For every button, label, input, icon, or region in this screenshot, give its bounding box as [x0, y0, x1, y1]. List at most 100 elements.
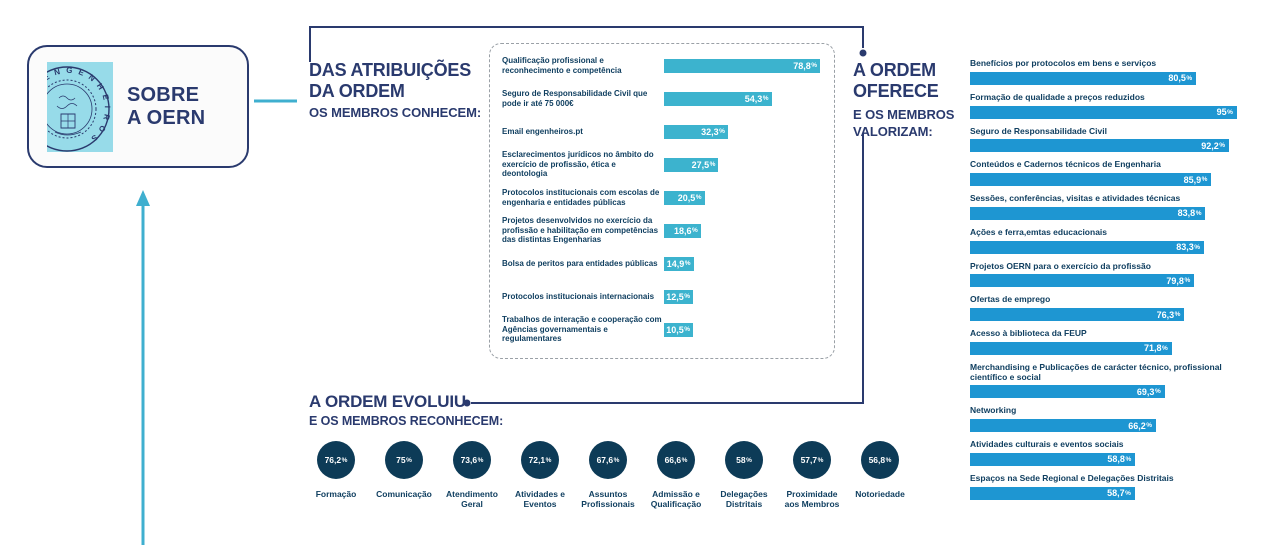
- atribuicoes-row: Protocolos institucionais internacionais…: [502, 280, 822, 313]
- evoluiu-kpi-circle: 67,6%: [589, 441, 627, 479]
- oferece-subheading-line1: E OS MEMBROS: [853, 107, 955, 123]
- bar-value-number: 72,1: [528, 455, 546, 465]
- evoluiu-kpi-item: 73,6% Atendimento Geral: [438, 441, 506, 510]
- atribuicoes-chart-rows: Qualificação profissional e reconhecimen…: [502, 49, 822, 346]
- bar-value-number: 83,3: [1176, 242, 1194, 253]
- atribuicoes-row: Seguro de Responsabilidade Civil que pod…: [502, 82, 822, 115]
- atribuicoes-row-bar: 54,3%: [664, 91, 772, 106]
- bracket-top-dot: [859, 49, 867, 57]
- bar-value-number: 76,2: [324, 455, 342, 465]
- bar-value-number: 14,9: [666, 258, 685, 269]
- evoluiu-kpi-label: Comunicação: [376, 489, 432, 499]
- evoluiu-kpi-circle: 72,1%: [521, 441, 559, 479]
- evoluiu-kpi-circle: 73,6%: [453, 441, 491, 479]
- oferece-row-bar: 76,3%: [970, 308, 1185, 322]
- sobre-a-oern-card: ENGENHEIROS SOBRE A OERN: [27, 45, 249, 168]
- atribuicoes-row: Email engenheiros.pt 32,3%: [502, 115, 822, 148]
- evoluiu-kpi-label: Atividades e Eventos: [514, 489, 566, 509]
- evoluiu-oferece-connector: [471, 133, 864, 404]
- oferece-row: Formação de qualidade a preços reduzidos…: [970, 92, 1253, 119]
- percent-sign: %: [684, 293, 690, 300]
- evoluiu-kpi-item: 66,6% Admissão e Qualificação: [642, 441, 710, 510]
- oferece-row-bar: 92,2%: [970, 139, 1230, 153]
- evoluiu-kpi-circle: 75%: [385, 441, 423, 479]
- oferece-heading-line1: A ORDEM: [853, 60, 936, 80]
- atribuicoes-subheading: OS MEMBROS CONHECEM:: [309, 105, 482, 121]
- percent-sign: %: [684, 326, 690, 333]
- atribuicoes-row-bar: 20,5%: [664, 190, 705, 205]
- percent-sign: %: [719, 128, 725, 135]
- bar-value-number: 83,8: [1177, 208, 1196, 219]
- percent-sign: %: [1125, 489, 1131, 497]
- atribuicoes-row-label: Projetos desenvolvidos no exercício da p…: [502, 216, 659, 245]
- oferece-row-label: Seguro de Responsabilidade Civil: [970, 125, 1107, 136]
- bar-value-number: 92,2: [1201, 140, 1219, 151]
- atribuicoes-row: Protocolos institucionais com escolas de…: [502, 181, 822, 214]
- section-heading-oferece: A ORDEM OFERECE E OS MEMBROS VALORIZAM:: [853, 60, 954, 139]
- evoluiu-kpi-item: 72,1% Atividades e Eventos: [506, 441, 574, 510]
- bar-value-number: 58: [736, 455, 746, 465]
- atribuicoes-row-bar: 32,3%: [664, 124, 728, 139]
- oferece-row-label: Conteúdos e Cadernos técnicos de Engenha…: [970, 159, 1161, 170]
- atribuicoes-row: Esclarecimentos jurídicos no âmbito do e…: [502, 148, 822, 181]
- evoluiu-heading: A ORDEM EVOLUIU: [309, 392, 466, 411]
- percent-sign: %: [1154, 388, 1161, 396]
- percent-sign: %: [695, 194, 702, 201]
- evoluiu-kpi-label: Assuntos Profissionais: [581, 489, 635, 509]
- oferece-row: Benefícios por protocolos em bens e serv…: [970, 58, 1253, 85]
- evoluiu-kpi-circle: 57,7%: [793, 441, 831, 479]
- percent-sign: %: [1219, 142, 1226, 150]
- evoluiu-kpi-label: Atendimento Geral: [446, 489, 498, 509]
- bar-value-number: 80,5: [1168, 73, 1186, 84]
- bar-value-number: 73,6: [460, 455, 478, 465]
- card-title-line1: SOBRE: [127, 84, 200, 107]
- seal-text: ENGENHEIROS: [47, 65, 106, 146]
- oferece-row-label: Sessões, conferências, visitas e ativida…: [970, 193, 1181, 204]
- bar-value-number: 76,3: [1156, 309, 1175, 320]
- percent-sign: %: [1186, 74, 1193, 82]
- atribuicoes-row: Trabalhos de interação e cooperação com …: [502, 313, 822, 346]
- up-arrow-head-icon: [136, 190, 150, 206]
- oferece-row: Conteúdos e Cadernos técnicos de Engenha…: [970, 159, 1253, 187]
- evoluiu-kpi-item: 76,2% Formação: [302, 441, 370, 510]
- oferece-subheading-line2: VALORIZAM:: [853, 123, 933, 139]
- bar-value-number: 10,5: [666, 324, 684, 335]
- oferece-row-bar: 69,3%: [970, 385, 1165, 399]
- oferece-row-bar: 80,5%: [970, 71, 1197, 85]
- oferece-row-label: Benefícios por protocolos em bens e serv…: [970, 58, 1157, 68]
- evoluiu-subheading: E OS MEMBROS RECONHECEM:: [309, 414, 504, 429]
- atribuicoes-row-bar: 18,6%: [664, 223, 701, 238]
- atribuicoes-heading-line2: DA ORDEM: [309, 81, 405, 102]
- bracket-top-connector: [309, 26, 864, 62]
- evoluiu-kpi-label: Notoriedade: [855, 489, 905, 499]
- percent-sign: %: [762, 95, 769, 102]
- atribuicoes-row-bar: 10,5%: [664, 322, 693, 337]
- percent-sign: %: [692, 227, 698, 234]
- atribuicoes-row-bar: 78,8%: [664, 58, 821, 73]
- bar-value-number: 71,8: [1143, 343, 1162, 354]
- oferece-row: Atividades culturais e eventos sociais 58…: [970, 439, 1253, 466]
- oferece-row: Projetos OERN para o exercício da profis…: [970, 261, 1253, 288]
- bar-value-number: 12,5: [666, 291, 684, 302]
- bar-value-number: 67,6: [596, 455, 614, 465]
- atribuicoes-row-label: Qualificação profissional e reconhecimen…: [502, 55, 622, 75]
- oferece-row-label: Atividades culturais e eventos sociais: [970, 439, 1124, 450]
- oferece-row-bar: 79,8%: [970, 274, 1195, 288]
- bar-value-number: 58,8: [1107, 454, 1125, 465]
- oferece-row-label: Ofertas de emprego: [970, 294, 1051, 305]
- oferece-row-bar: 58,8%: [970, 452, 1136, 466]
- bar-value-number: 58,7: [1107, 488, 1125, 499]
- oferece-row-bar: 95%: [970, 105, 1237, 119]
- bar-value-number: 79,8: [1166, 275, 1184, 286]
- percent-sign: %: [1146, 422, 1153, 430]
- evoluiu-kpi-item: 58% Delegações Distritais: [710, 441, 778, 510]
- evoluiu-dot: [463, 399, 471, 407]
- bar-value-number: 66,2: [1128, 420, 1146, 431]
- oferece-row-bar: 71,8%: [970, 341, 1172, 355]
- percent-sign: %: [477, 456, 484, 464]
- svg-text:ENGENHEIROS: ENGENHEIROS: [47, 65, 112, 146]
- percent-sign: %: [1125, 455, 1132, 463]
- percent-sign: %: [1194, 243, 1201, 251]
